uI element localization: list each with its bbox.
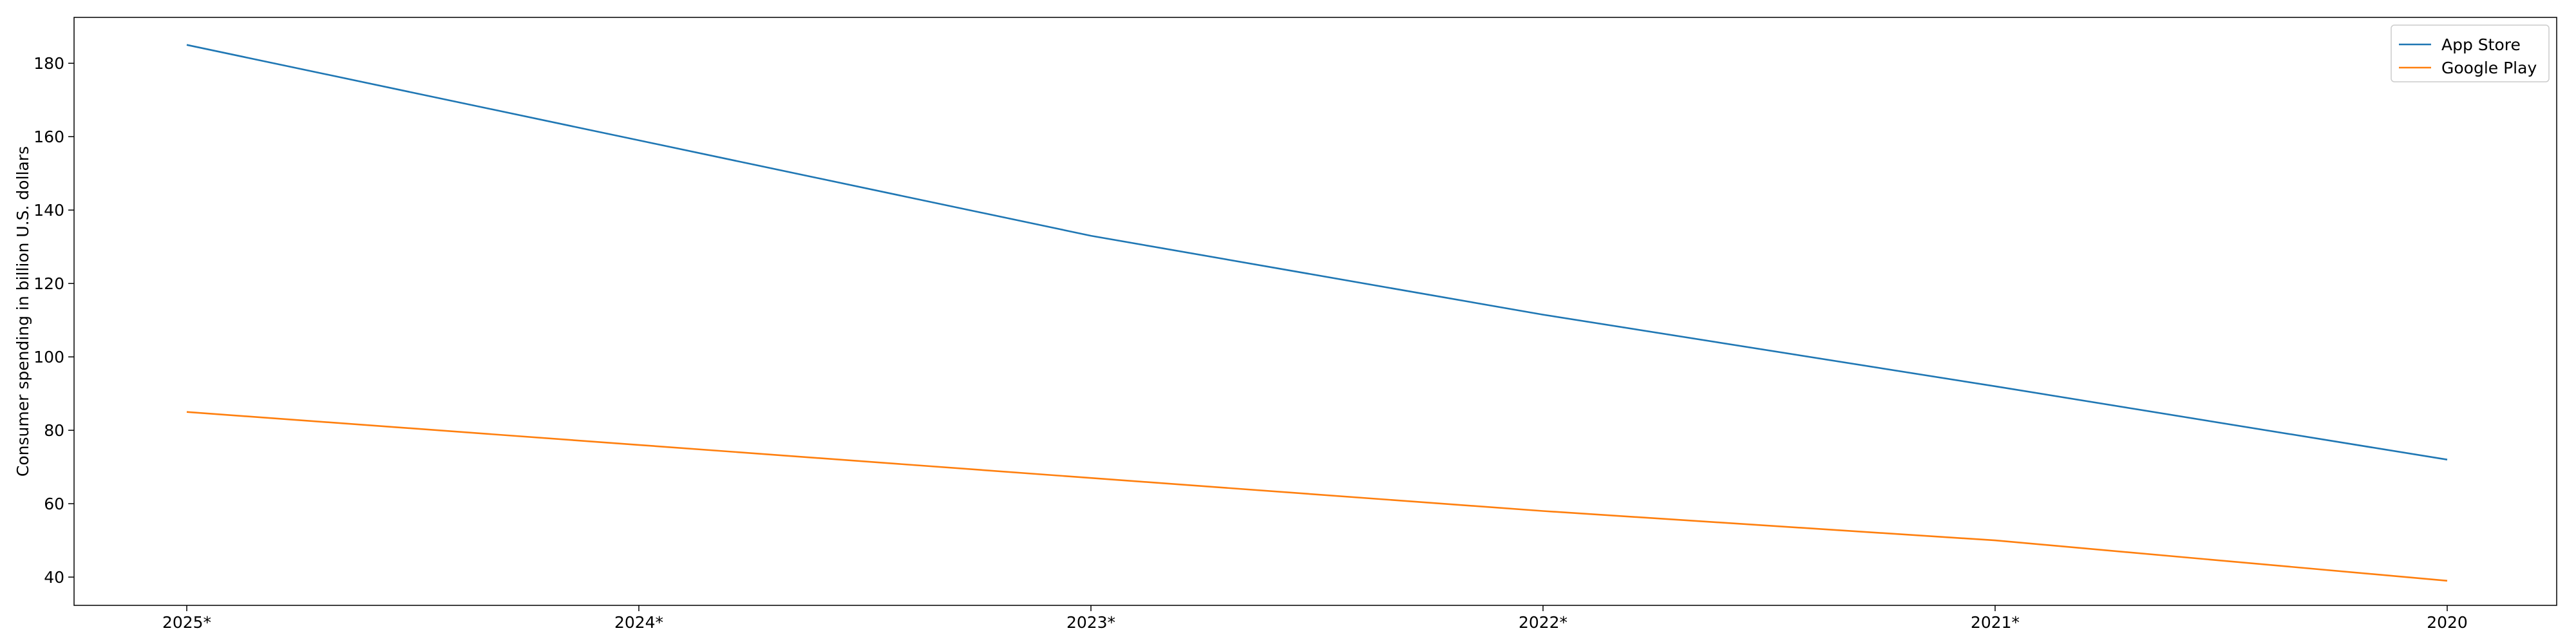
y-tick-label: 100 xyxy=(33,348,64,366)
series-line-google-play xyxy=(186,411,2448,582)
y-tick-label: 40 xyxy=(44,568,64,587)
plot-frame xyxy=(73,17,2557,606)
x-tick-label: 2021* xyxy=(1971,613,2020,632)
x-tick-label: 2025* xyxy=(162,613,211,632)
x-tick-label: 2022* xyxy=(1519,613,1567,632)
legend: App Store Google Play xyxy=(2391,24,2550,82)
y-tick-label: 60 xyxy=(44,495,64,513)
legend-label: App Store xyxy=(2441,35,2521,54)
x-tick-label: 2023* xyxy=(1066,613,1115,632)
y-tick-label: 80 xyxy=(44,421,64,440)
y-tick-label: 140 xyxy=(33,201,64,220)
x-tick-label: 2024* xyxy=(614,613,663,632)
legend-label: Google Play xyxy=(2441,59,2537,77)
y-tick-label: 180 xyxy=(33,54,64,73)
x-axis: 2025* 2024* 2023* 2022* 2021* 2020 xyxy=(162,605,2468,632)
y-tick-label: 160 xyxy=(33,128,64,146)
series-lines xyxy=(186,44,2448,582)
x-tick-label: 2020 xyxy=(2427,613,2468,632)
plot-background xyxy=(74,17,2557,605)
y-axis-label: Consumer spending in billion U.S. dollar… xyxy=(14,146,32,477)
series-line-app-store xyxy=(186,44,2448,460)
y-axis: 40 60 80 100 120 140 160 180 xyxy=(33,54,74,587)
y-tick-label: 120 xyxy=(33,274,64,293)
